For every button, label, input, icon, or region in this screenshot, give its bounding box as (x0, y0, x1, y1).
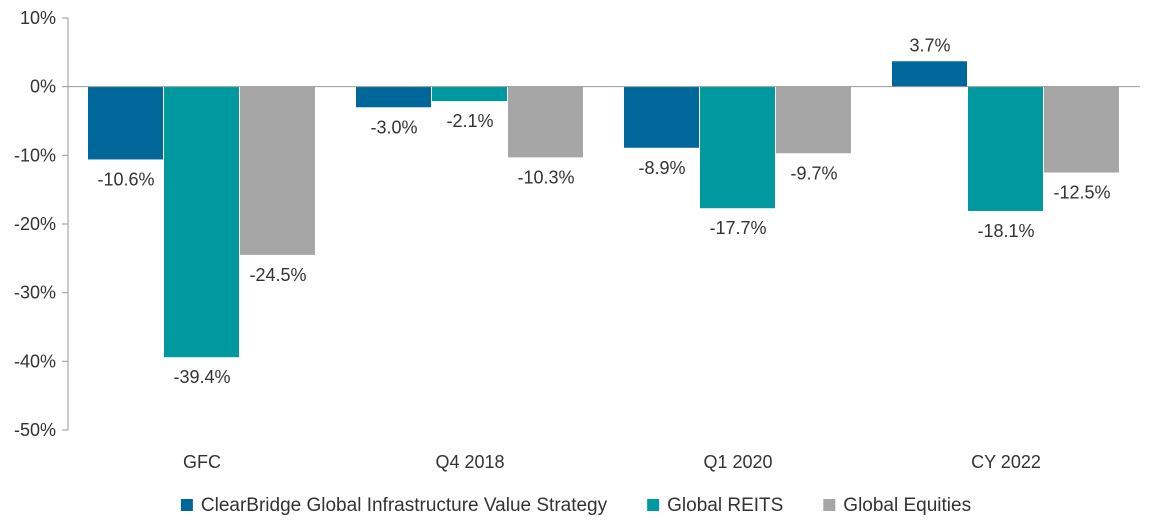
data-label: -9.7% (790, 163, 837, 183)
data-label: -18.1% (977, 221, 1034, 241)
x-category-label: Q4 2018 (435, 452, 504, 472)
bar-2 (432, 86, 507, 102)
data-label: -17.7% (709, 218, 766, 238)
legend-swatch (647, 499, 660, 511)
bar-3 (1044, 86, 1119, 173)
y-tick-label: 0% (30, 77, 56, 97)
y-tick-label: -30% (14, 283, 56, 303)
bar-3 (776, 86, 851, 154)
bar-2 (700, 86, 775, 209)
legend-label: Global REITS (667, 495, 783, 516)
bar-3 (508, 86, 583, 158)
x-category-label: GFC (183, 452, 221, 472)
data-label: -24.5% (249, 265, 306, 285)
data-label: -3.0% (370, 117, 417, 137)
legend-label: ClearBridge Global Infrastructure Value … (201, 495, 608, 516)
data-label: -10.6% (97, 169, 154, 189)
bar-2 (968, 86, 1043, 211)
y-tick-label: -10% (14, 145, 56, 165)
legend-swatch (823, 499, 836, 511)
x-category-label: CY 2022 (971, 452, 1041, 472)
data-label: -12.5% (1053, 183, 1110, 203)
data-label: 3.7% (909, 35, 950, 55)
data-label: -39.4% (173, 367, 230, 387)
bar-2 (164, 86, 239, 358)
y-tick-label: -40% (14, 351, 56, 371)
bar-3 (240, 86, 315, 255)
data-label: -2.1% (446, 111, 493, 131)
y-tick-label: 10% (20, 8, 56, 28)
legend-swatch (180, 499, 193, 511)
data-label: -10.3% (517, 167, 574, 187)
y-tick-label: -50% (14, 420, 56, 440)
y-tick-label: -20% (14, 214, 56, 234)
bar-1 (892, 61, 967, 87)
data-label: -8.9% (638, 158, 685, 178)
bar-1 (356, 86, 431, 108)
legend-label: Global Equities (843, 495, 971, 516)
bar-1 (88, 86, 163, 160)
bar-1 (624, 86, 699, 148)
x-category-label: Q1 2020 (703, 452, 772, 472)
